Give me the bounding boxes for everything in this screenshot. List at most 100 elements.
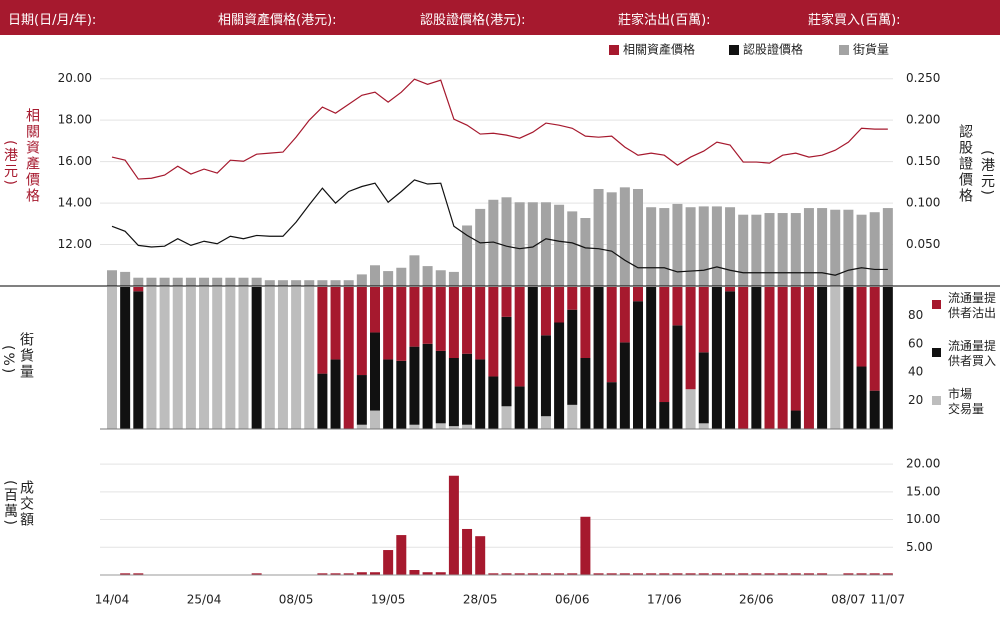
stacked-bar: [777, 287, 788, 429]
bar: [501, 573, 512, 575]
stacked-bar: [409, 424, 420, 429]
legend-label: 流通量提供者買入: [948, 338, 996, 368]
stacked-bar: [685, 287, 696, 390]
stacked-bar: [540, 287, 551, 336]
stacked-bar: [448, 426, 459, 429]
stacked-bar: [304, 287, 315, 429]
bar: [882, 573, 893, 575]
stacked-bar: [619, 342, 630, 429]
tick-label: 16.00: [58, 154, 92, 168]
bar: [711, 573, 722, 575]
stacked-bar: [462, 424, 473, 429]
stacked-bar: [633, 301, 643, 429]
x-tick-label: 28/05: [463, 593, 498, 607]
y2-axis-unit: (港元): [979, 150, 995, 197]
bar: [777, 213, 788, 286]
bar: [120, 573, 131, 575]
stacked-bar: [212, 287, 223, 429]
legend-label: 流通量提供者沽出: [948, 290, 996, 320]
stacked-bar: [475, 287, 486, 360]
bar: [790, 213, 801, 286]
stacked-bar: [159, 287, 170, 429]
stacked-bar: [580, 287, 591, 358]
stacked-bar: [672, 325, 683, 429]
stacked-bar: [370, 332, 380, 411]
y-axis-title: 街貨量: [18, 332, 34, 380]
stacked-bar: [396, 287, 407, 361]
bar: [803, 208, 814, 286]
bar: [725, 207, 736, 286]
bar: [751, 573, 762, 575]
bar: [475, 536, 486, 575]
stacked-bar: [567, 404, 578, 429]
stacked-bar: [514, 386, 525, 429]
stacked-bar: [435, 350, 446, 424]
stacked-bar: [501, 316, 512, 407]
line: [111, 179, 888, 276]
stacked-bar: [225, 287, 236, 429]
tick-label: 0.200: [906, 113, 940, 127]
header-bar: 日期(日/月/年): 相關資產價格(港元): 認股證價格(港元): 莊家沽出(百…: [0, 0, 1000, 35]
bar: [843, 209, 854, 286]
stacked-bar: [238, 287, 249, 429]
stacked-bar: [738, 287, 749, 429]
bar: [817, 573, 828, 575]
tick-label: 60: [908, 336, 923, 350]
stacked-bar: [790, 410, 801, 429]
stacked-bar: [751, 287, 762, 429]
x-tick-label: 06/06: [555, 593, 590, 607]
stacked-bar: [501, 406, 512, 429]
stacked-bar: [488, 287, 499, 377]
bar: [264, 280, 275, 286]
bar: [146, 277, 157, 286]
tick-label: 12.00: [58, 237, 92, 251]
bar: [199, 277, 210, 286]
stacked-bar: [725, 287, 736, 292]
bar: [593, 573, 604, 575]
y-axis-title: 成交額: [18, 480, 34, 528]
stacked-bar: [343, 287, 354, 429]
stacked-bar: [422, 287, 433, 344]
bar: [107, 270, 117, 286]
stacked-bar: [514, 287, 525, 387]
bar: [830, 209, 841, 286]
stacked-bar: [764, 287, 775, 429]
stacked-bar: [698, 352, 709, 424]
bar: [488, 573, 499, 575]
stacked-bar: [803, 287, 814, 429]
bar: [882, 208, 893, 286]
bar: [370, 265, 380, 286]
stacked-bar: [593, 287, 604, 429]
bar: [790, 573, 801, 575]
bar: [554, 573, 565, 575]
bar: [725, 573, 736, 575]
bar: [356, 274, 367, 286]
stacked-bar: [725, 291, 736, 429]
x-tick-label: 25/04: [187, 593, 222, 607]
stacked-bar: [882, 287, 893, 429]
bar: [448, 271, 459, 286]
stacked-bar: [501, 287, 512, 317]
stacked-bar: [869, 390, 880, 429]
bar: [356, 572, 367, 575]
header-label: 認股證價格(港元):: [420, 13, 526, 28]
bar: [751, 214, 762, 286]
bar: [330, 573, 341, 575]
bar: [172, 277, 183, 286]
bar: [251, 277, 262, 286]
bar: [698, 573, 709, 575]
bar: [343, 573, 354, 575]
legend-swatch: [932, 300, 941, 309]
y-axis-unit: (%): [0, 345, 16, 376]
tick-label: 0.050: [906, 237, 940, 251]
legend-label: 認股證價格: [743, 42, 803, 57]
bar: [409, 255, 420, 286]
stacked-bar: [133, 287, 144, 292]
bar: [291, 280, 302, 286]
bar: [409, 570, 420, 575]
legend-label: 相關資產價格: [623, 42, 695, 57]
stacked-bar: [540, 416, 551, 429]
stacked-bar: [488, 376, 499, 429]
y-axis-title: 相關資產價格: [24, 108, 40, 204]
